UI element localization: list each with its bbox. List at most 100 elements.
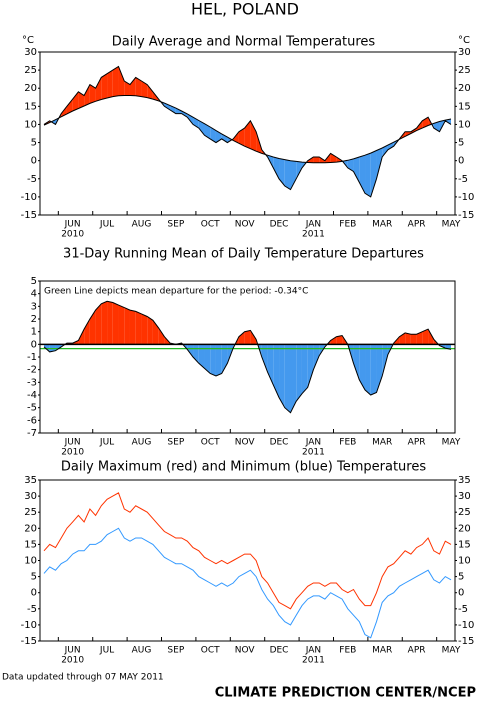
chart-title: 31-Day Running Mean of Daily Temperature… — [63, 247, 424, 262]
series-line — [43, 65, 452, 198]
departure-fill — [84, 319, 90, 345]
y-tick-label: 10 — [24, 556, 37, 567]
departure-fill — [135, 311, 142, 345]
departure-fill — [428, 329, 434, 345]
footer-left: Data updated through 07 MAY 2011 — [2, 673, 164, 683]
x-tick-label: JUL — [99, 438, 114, 448]
departure-fill — [382, 145, 388, 158]
y-tick-label: 15 — [458, 539, 471, 550]
y-unit: °C — [458, 35, 470, 46]
x-tick-label: JAN — [305, 646, 321, 656]
departure-fill — [118, 305, 125, 345]
departure-fill — [376, 344, 383, 393]
y-tick-label: -10 — [21, 192, 37, 203]
departure-fill — [365, 344, 371, 395]
series-line — [43, 492, 452, 610]
departure-fill — [181, 111, 188, 118]
y-tick-label: 20 — [24, 83, 37, 94]
departure-fill — [233, 131, 239, 144]
departure-fill — [95, 303, 102, 345]
departure-fill — [112, 66, 119, 97]
departure-fill — [353, 157, 360, 183]
year-label: 2010 — [61, 230, 84, 240]
y-tick-label: 0 — [31, 156, 37, 167]
y-tick-label: -5 — [458, 174, 468, 185]
departure-fill — [107, 301, 113, 345]
departure-fill — [359, 344, 366, 390]
series-line — [43, 95, 452, 164]
departure-fill — [101, 73, 108, 100]
departure-fill — [290, 160, 297, 190]
departure-fill — [147, 316, 153, 345]
y-tick-label: -15 — [458, 636, 474, 647]
x-tick-label: JAN — [305, 438, 321, 448]
y-tick-label: 20 — [458, 523, 471, 534]
year-label: 2011 — [302, 230, 325, 240]
departure-fill — [210, 126, 216, 143]
y-tick-label: 30 — [24, 47, 37, 58]
x-tick-label: JUL — [99, 220, 114, 230]
departure-fill — [279, 158, 285, 187]
y-tick-label: 35 — [24, 475, 37, 486]
y-tick-label: 25 — [458, 65, 471, 76]
page-title: HEL, POLAND — [191, 0, 299, 19]
departure-fill — [410, 334, 417, 345]
y-tick-label: -15 — [458, 210, 474, 221]
y-tick-label: 0 — [458, 588, 464, 599]
year-label: 2010 — [61, 448, 84, 458]
x-tick-label: MAR — [372, 438, 392, 448]
series-line — [43, 300, 452, 414]
departure-fill — [175, 108, 182, 114]
y-tick-label: 1 — [31, 327, 37, 338]
x-tick-label: SEP — [167, 646, 184, 656]
departure-fill — [313, 344, 320, 370]
x-tick-label: FEB — [339, 438, 356, 448]
departure-fill — [313, 157, 320, 163]
departure-fill — [353, 344, 360, 380]
departure-fill — [238, 331, 245, 345]
x-tick-label: AUG — [132, 438, 152, 448]
y-tick-label: 0 — [31, 339, 37, 350]
x-tick-label: JUN — [64, 438, 81, 448]
departure-fill — [66, 99, 73, 114]
departure-fill — [124, 307, 130, 345]
x-tick-label: MAR — [372, 646, 392, 656]
series-line — [43, 527, 452, 639]
departure-fill — [244, 120, 251, 149]
departure-fill — [158, 327, 165, 345]
x-tick-label: MAY — [442, 438, 461, 448]
departure-fill — [273, 157, 280, 179]
x-tick-label: NOV — [235, 438, 256, 448]
x-tick-label: NOV — [235, 220, 256, 230]
y-tick-label: 4 — [31, 289, 37, 300]
y-tick-label: 10 — [458, 119, 471, 130]
departure-fill — [250, 330, 257, 345]
departure-fill — [204, 344, 211, 374]
plot-frame — [39, 51, 456, 216]
departure-fill — [112, 302, 119, 345]
y-tick-label: 25 — [24, 507, 37, 518]
y-tick-label: 2 — [31, 314, 37, 325]
y-tick-label: 15 — [24, 539, 37, 550]
x-tick-label: OCT — [201, 438, 220, 448]
departure-fill — [95, 77, 102, 102]
x-tick-label: JUL — [99, 646, 114, 656]
departure-fill — [296, 344, 302, 402]
departure-fill — [290, 344, 297, 413]
y-tick-label: 25 — [458, 507, 471, 518]
y-tick-label: -5 — [27, 403, 37, 414]
y-tick-label: -5 — [27, 174, 37, 185]
y-tick-label: -1 — [27, 352, 37, 363]
y-tick-label: -4 — [27, 390, 37, 401]
departure-fill — [101, 301, 108, 345]
x-tick-label: NOV — [235, 646, 256, 656]
departure-fill — [416, 331, 423, 345]
departure-fill — [141, 313, 148, 345]
y-tick-label: -5 — [458, 604, 468, 615]
departure-fill — [72, 91, 79, 112]
y-tick-label: 0 — [458, 156, 464, 167]
departure-fill — [89, 310, 96, 345]
y-tick-label: 20 — [458, 83, 471, 94]
departure-fill — [244, 330, 251, 345]
departure-fill — [198, 120, 205, 136]
